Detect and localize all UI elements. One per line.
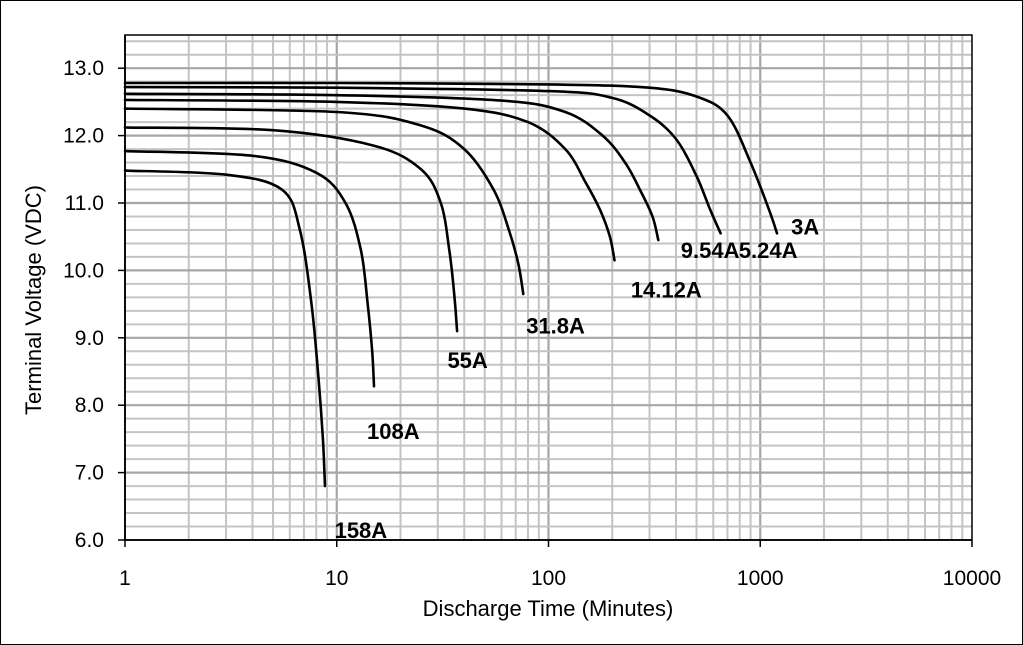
series-label-31-8A: 31.8A — [526, 314, 585, 339]
series-line-55A — [123, 126, 459, 333]
series-label-55A: 55A — [447, 348, 487, 373]
x-tick-label: 10000 — [943, 567, 1001, 590]
x-axis-title: Discharge Time (Minutes) — [423, 596, 674, 621]
series-lines — [123, 81, 779, 488]
series-label-5-24A: 5.24A — [739, 238, 798, 263]
x-tick-label: 10 — [325, 567, 348, 590]
x-tick-label: 1000 — [737, 567, 784, 590]
series-line-108A — [123, 149, 376, 388]
series-line-3A — [123, 81, 779, 235]
series-line-5-24A — [123, 85, 722, 235]
y-tick-label: 12.0 — [63, 125, 104, 148]
series-label-108A: 108A — [367, 419, 420, 444]
y-tick-label: 13.0 — [63, 57, 104, 80]
y-tick-label: 6.0 — [75, 529, 104, 552]
grid — [125, 35, 972, 540]
x-tick-label: 100 — [531, 567, 566, 590]
series-label-9-54A: 9.54A — [681, 238, 740, 263]
series-label-3A: 3A — [791, 215, 819, 240]
y-axis-title: Terminal Voltage (VDC) — [21, 185, 46, 415]
series-line-9-54A — [123, 92, 660, 242]
y-tick-label: 8.0 — [75, 394, 104, 417]
series-line-158A — [123, 169, 327, 488]
tick-labels: 1 10 100 1000 10000 6.0 7.0 8.0 9.0 10.0 11.0 12.0 1… — [63, 57, 1001, 590]
axes — [118, 35, 973, 547]
y-tick-label: 11.0 — [65, 192, 104, 215]
y-tick-label: 10.0 — [63, 259, 104, 282]
x-tick-label: 1 — [119, 567, 131, 590]
y-tick-label: 7.0 — [75, 462, 104, 485]
series-line-31-8A — [123, 107, 525, 296]
series-line-14-12A — [123, 98, 616, 262]
series-label-14-12A: 14.12A — [631, 277, 702, 302]
y-tick-label: 9.0 — [75, 327, 104, 350]
series-label-158A: 158A — [335, 518, 388, 543]
